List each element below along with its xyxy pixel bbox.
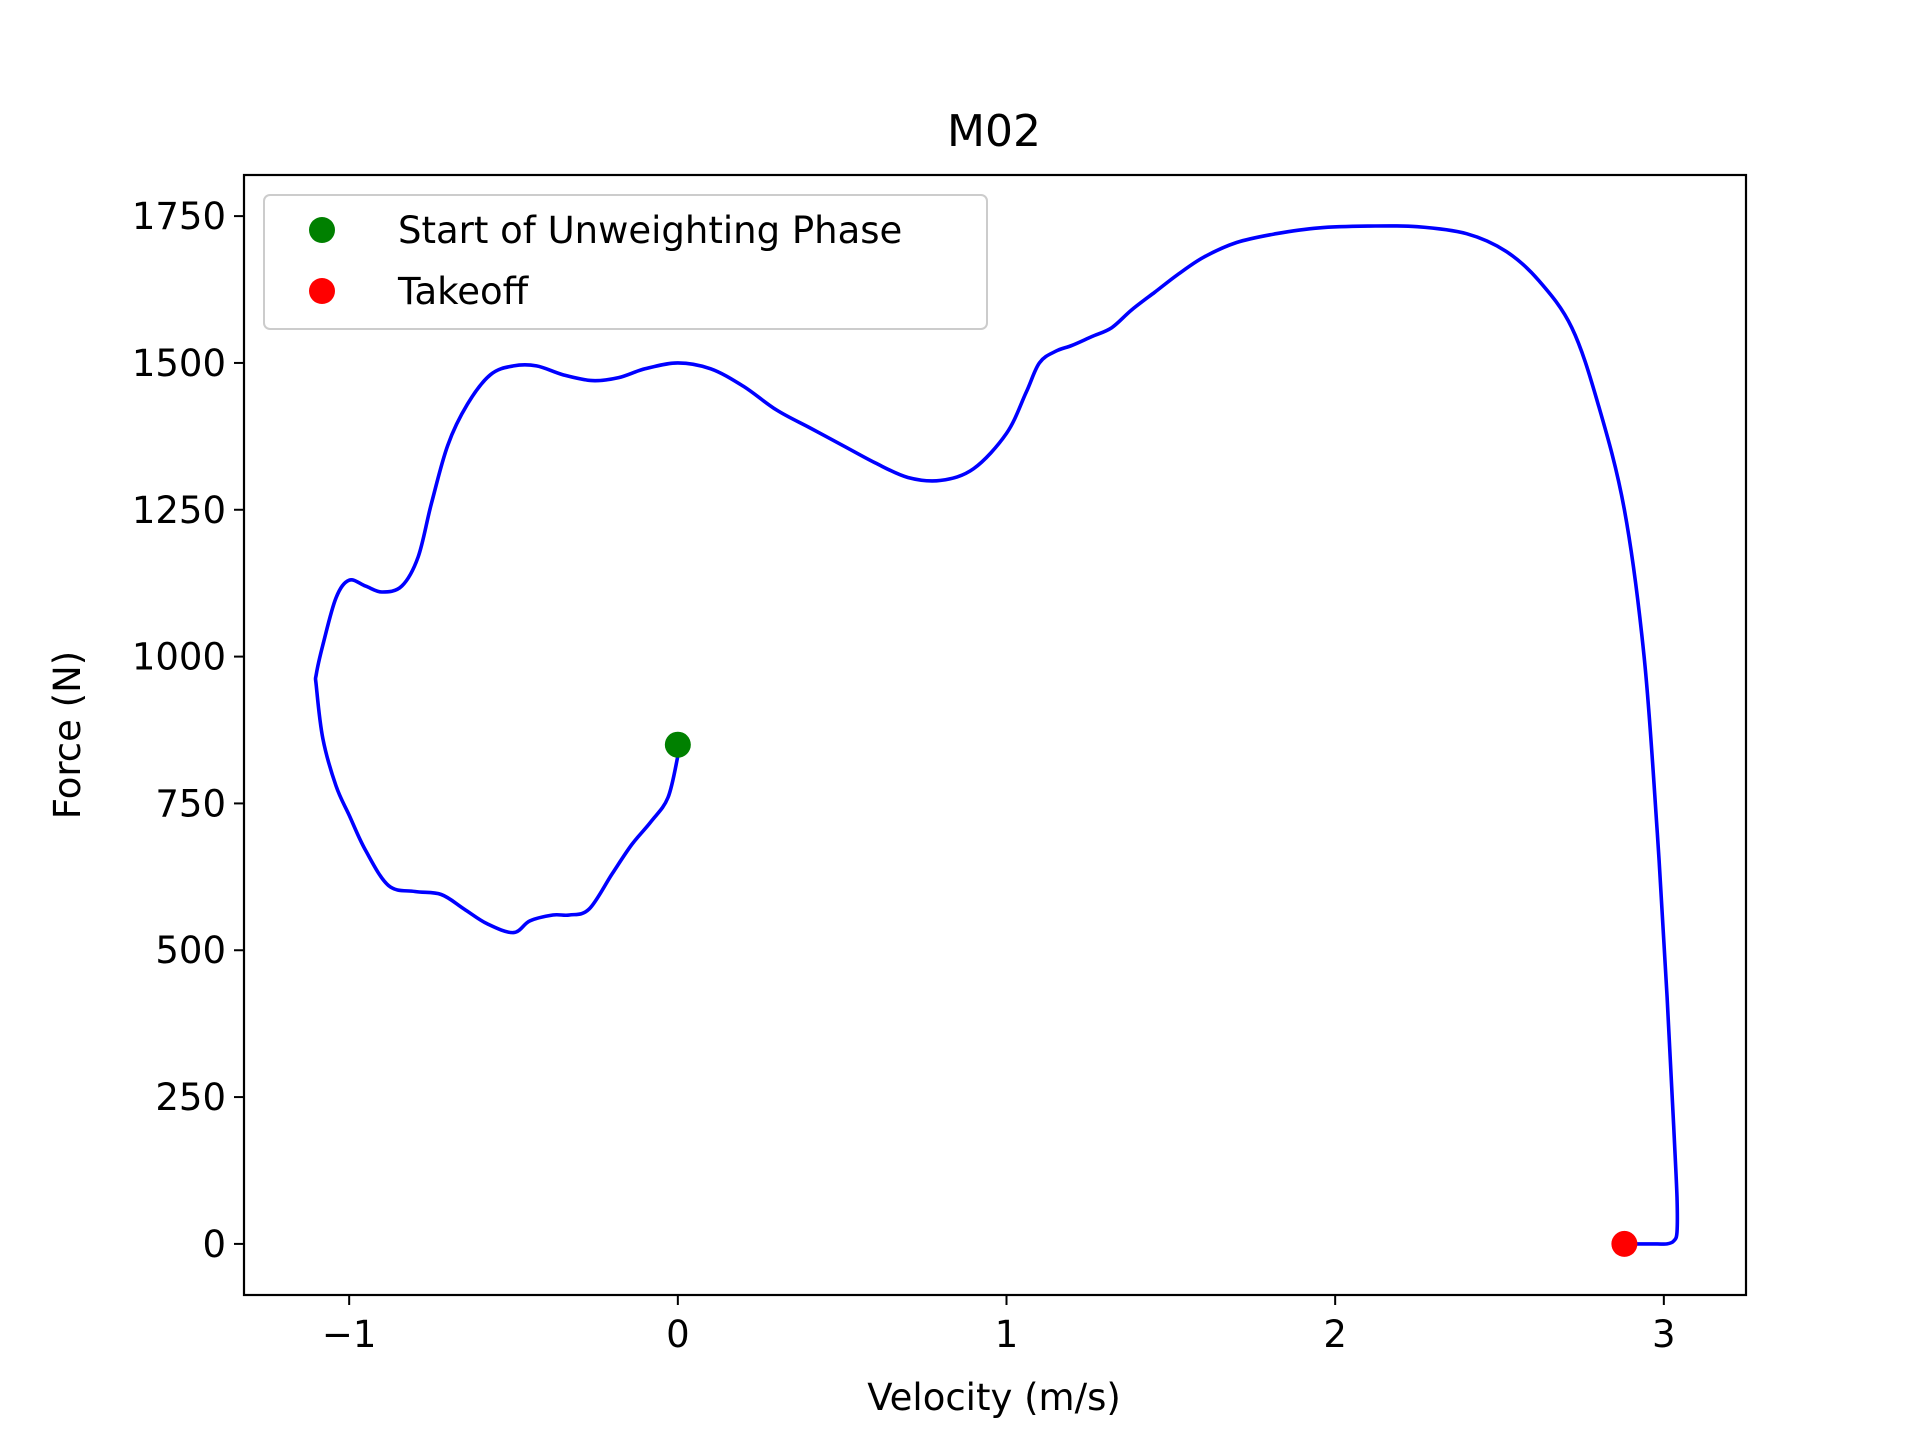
x-axis-label: Velocity (m/s) (867, 1376, 1121, 1419)
y-axis: 0 250 500 750 1000 1250 1500 1750 (132, 195, 244, 1266)
x-tick-label: −1 (322, 1313, 377, 1356)
y-tick-label: 1000 (132, 636, 226, 679)
y-tick-label: 1750 (132, 195, 226, 238)
legend: Start of Unweighting Phase Takeoff (263, 194, 988, 330)
y-tick-label: 750 (155, 782, 226, 825)
x-tick-label: 2 (1323, 1313, 1347, 1356)
y-tick-label: 250 (155, 1076, 226, 1119)
legend-label-start: Start of Unweighting Phase (398, 209, 902, 252)
x-axis: −1 0 1 2 3 (322, 1295, 1676, 1356)
legend-marker-start (309, 217, 335, 243)
legend-box (263, 194, 988, 330)
legend-marker-takeoff (309, 278, 335, 304)
takeoff-marker (1611, 1230, 1638, 1257)
y-tick-label: 1250 (132, 489, 226, 532)
plot-frame (242, 173, 1748, 1297)
force-velocity-line (313, 224, 1680, 1246)
plot-area (313, 224, 1680, 1257)
y-axis-label: Force (N) (46, 651, 89, 819)
legend-label-takeoff: Takeoff (397, 270, 530, 313)
chart-title: M02 (947, 106, 1041, 157)
x-tick-label: 3 (1652, 1313, 1676, 1356)
start-unweighting-marker (664, 731, 691, 758)
y-tick-label: 0 (202, 1223, 226, 1266)
x-tick-label: 0 (666, 1313, 690, 1356)
y-tick-label: 1500 (132, 342, 226, 385)
x-tick-label: 1 (995, 1313, 1019, 1356)
y-tick-label: 500 (155, 929, 226, 972)
